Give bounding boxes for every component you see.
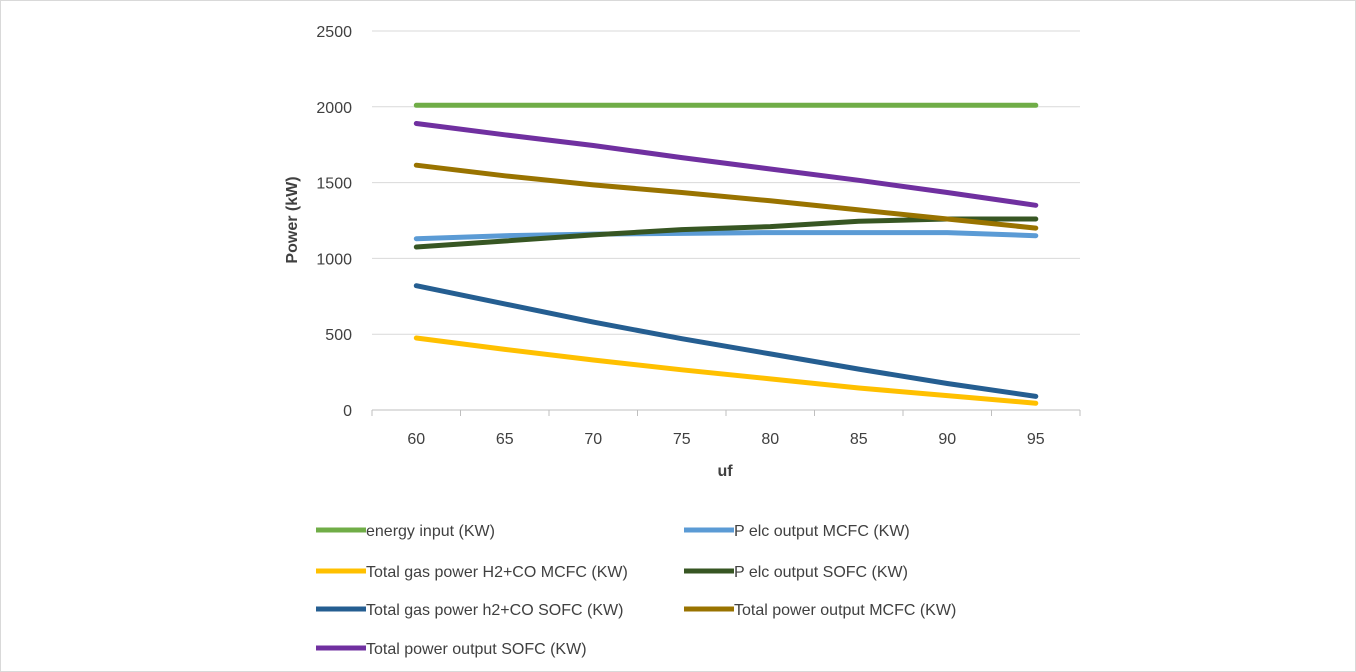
legend-item: Total power output SOFC (KW) [316, 641, 587, 658]
x-axis-label: uf [717, 463, 733, 480]
legend-label: Total power output MCFC (KW) [734, 602, 956, 619]
legend-item: Total power output MCFC (KW) [684, 602, 956, 619]
legend-label: Total gas power h2+CO SOFC (KW) [366, 602, 623, 619]
series-line [413, 230, 1039, 242]
legend: energy input (KW) P elc output MCFC (KW) T… [316, 523, 956, 658]
legend-item: Total gas power H2+CO MCFC (KW) [316, 564, 628, 581]
legend-item: P elc output SOFC (KW) [684, 564, 908, 581]
legend-label: energy input (KW) [366, 523, 495, 540]
x-tick-label: 80 [761, 431, 779, 448]
legend-label: P elc output SOFC (KW) [734, 564, 908, 581]
x-tick-label: 65 [496, 431, 514, 448]
legend-label: P elc output MCFC (KW) [734, 523, 910, 540]
x-tick-label: 70 [584, 431, 602, 448]
y-tick-label: 500 [325, 327, 352, 344]
series-line [413, 121, 1039, 208]
y-tick-label: 2000 [316, 100, 352, 117]
y-tick-label: 1000 [316, 251, 352, 268]
x-tick-label: 90 [938, 431, 956, 448]
series-line [413, 162, 1039, 231]
series-lines [413, 102, 1039, 406]
y-tick-label: 1500 [316, 176, 352, 193]
series-line [413, 335, 1039, 406]
x-axis-ticks: 60 65 70 75 80 85 90 95 [371, 410, 1081, 448]
y-tick-label: 2500 [316, 24, 352, 41]
y-axis-label: Power (kW) [284, 176, 301, 263]
x-tick-label: 95 [1027, 431, 1045, 448]
y-tick-label: 0 [343, 403, 352, 420]
legend-label: Total power output SOFC (KW) [366, 641, 587, 658]
legend-label: Total gas power H2+CO MCFC (KW) [366, 564, 628, 581]
legend-item: P elc output MCFC (KW) [684, 523, 910, 540]
x-tick-label: 60 [407, 431, 425, 448]
legend-item: energy input (KW) [316, 523, 495, 540]
y-axis-ticks: 0 500 1000 1500 2000 2500 [316, 24, 352, 420]
series-line [413, 283, 1039, 399]
x-tick-label: 85 [850, 431, 868, 448]
x-tick-label: 75 [673, 431, 691, 448]
legend-item: Total gas power h2+CO SOFC (KW) [316, 602, 623, 619]
